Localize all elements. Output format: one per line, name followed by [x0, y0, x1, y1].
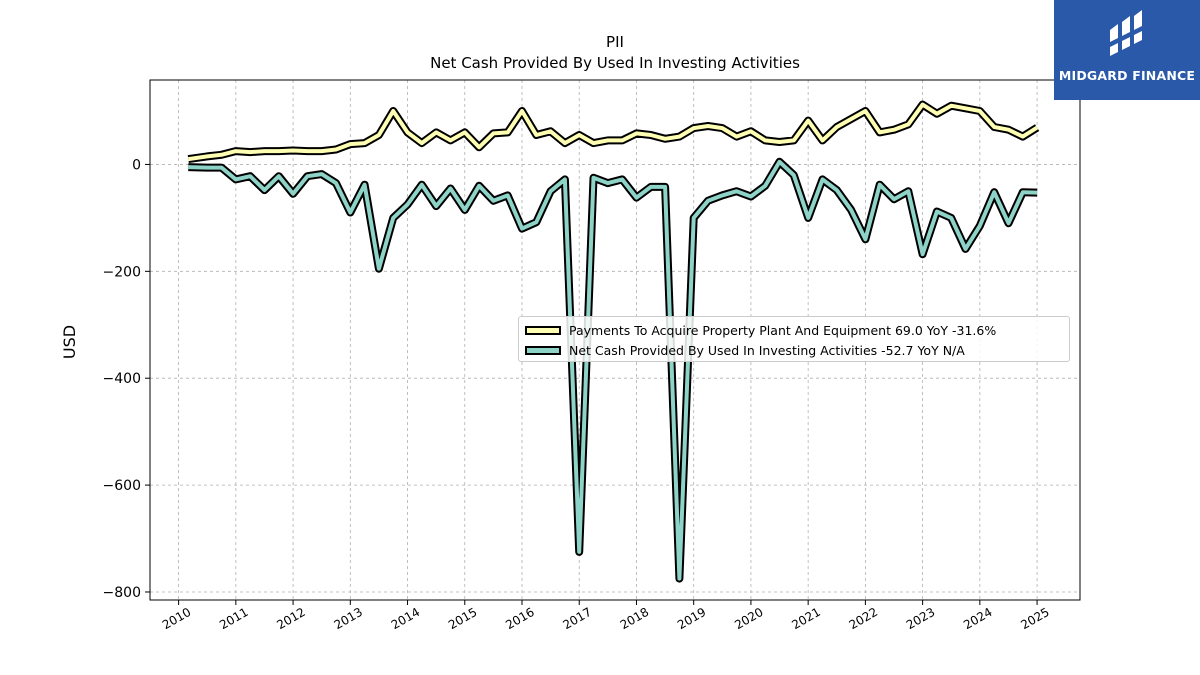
legend-swatch-capex	[525, 325, 561, 335]
legend-label-investing: Net Cash Provided By Used In Investing A…	[569, 342, 965, 358]
x-tick-label: 2023	[904, 605, 937, 632]
y-tick-label: 0	[132, 157, 141, 173]
x-tick-label: 2021	[789, 605, 822, 632]
legend: Payments To Acquire Property Plant And E…	[518, 316, 1070, 362]
chart-title: PII	[606, 33, 624, 51]
series-line	[188, 102, 1039, 162]
x-tick-label: 2012	[274, 605, 307, 632]
legend-swatch-investing	[525, 345, 561, 355]
x-tick-label: 2024	[961, 605, 994, 632]
series-line-outline	[188, 157, 1038, 583]
x-tick-label: 2022	[847, 605, 880, 632]
midgard-logo: MIDGARD FINANCE	[1054, 0, 1200, 100]
plot-frame	[149, 79, 1081, 601]
y-tick-label: −800	[103, 585, 141, 601]
x-tick-label: 2011	[217, 605, 250, 632]
y-ticks: 0 −200 −400 −600 −800	[103, 157, 150, 601]
y-tick-label: −600	[103, 478, 141, 494]
chart-subtitle: Net Cash Provided By Used In Investing A…	[430, 54, 800, 72]
y-axis-label: USD	[60, 325, 79, 359]
logo-text: MIDGARD FINANCE	[1058, 68, 1196, 83]
midgard-logo-icon	[1110, 10, 1142, 56]
x-tick-label: 2015	[446, 605, 479, 632]
legend-item-investing: Net Cash Provided By Used In Investing A…	[525, 340, 1063, 360]
x-tick-label: 2010	[160, 605, 193, 632]
legend-item-capex: Payments To Acquire Property Plant And E…	[525, 320, 1063, 340]
x-tick-label: 2017	[561, 605, 594, 632]
x-tick-label: 2016	[503, 605, 536, 632]
x-tick-label: 2025	[1018, 605, 1051, 632]
x-ticks: 2010 2011 2012 2013 2014 2015 2016 2017 2018 2019…	[160, 600, 1052, 632]
legend-label-capex: Payments To Acquire Property Plant And E…	[569, 322, 997, 338]
x-tick-label: 2020	[732, 605, 765, 632]
y-tick-label: −400	[103, 371, 141, 387]
x-tick-label: 2018	[618, 605, 651, 632]
x-tick-label: 2019	[675, 605, 708, 632]
y-tick-label: −200	[103, 264, 141, 280]
series-line	[188, 159, 1038, 581]
x-tick-label: 2014	[389, 605, 422, 632]
series-layer	[187, 100, 1040, 583]
x-tick-label: 2013	[332, 605, 365, 632]
